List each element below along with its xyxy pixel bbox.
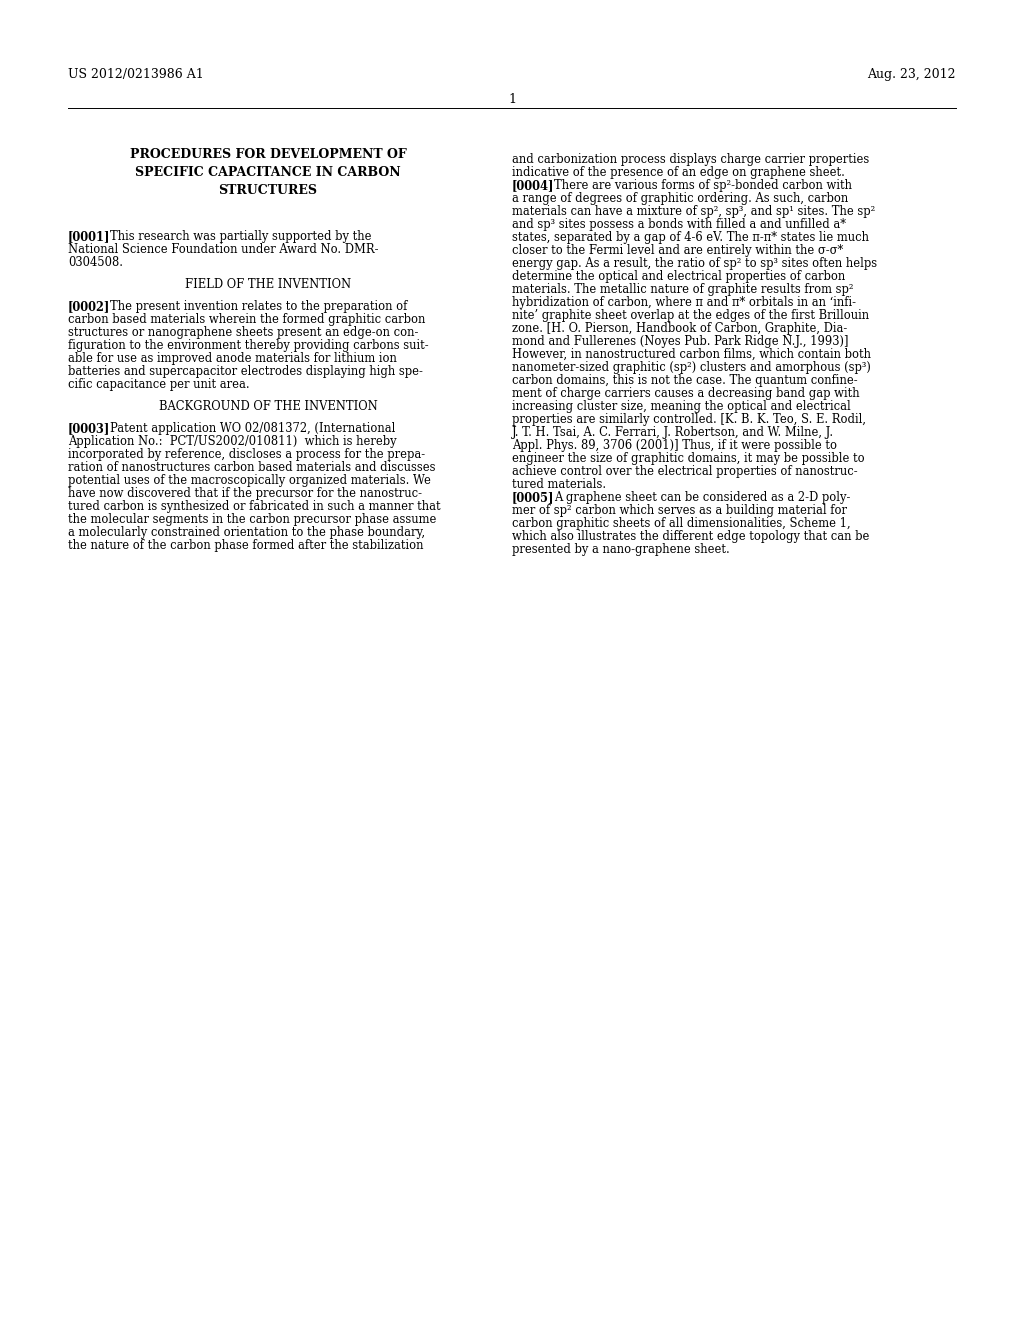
Text: materials can have a mixture of sp², sp³, and sp¹ sites. The sp²: materials can have a mixture of sp², sp³… (512, 205, 876, 218)
Text: nite’ graphite sheet overlap at the edges of the first Brillouin: nite’ graphite sheet overlap at the edge… (512, 309, 869, 322)
Text: carbon graphitic sheets of all dimensionalities, Scheme 1,: carbon graphitic sheets of all dimension… (512, 517, 851, 531)
Text: ration of nanostructures carbon based materials and discusses: ration of nanostructures carbon based ma… (68, 462, 435, 474)
Text: However, in nanostructured carbon films, which contain both: However, in nanostructured carbon films,… (512, 348, 871, 360)
Text: [0002]: [0002] (68, 300, 111, 313)
Text: A graphene sheet can be considered as a 2-D poly-: A graphene sheet can be considered as a … (554, 491, 850, 504)
Text: which also illustrates the different edge topology that can be: which also illustrates the different edg… (512, 531, 869, 543)
Text: potential uses of the macroscopically organized materials. We: potential uses of the macroscopically or… (68, 474, 431, 487)
Text: tured carbon is synthesized or fabricated in such a manner that: tured carbon is synthesized or fabricate… (68, 500, 440, 513)
Text: There are various forms of sp²-bonded carbon with: There are various forms of sp²-bonded ca… (554, 180, 852, 191)
Text: 0304508.: 0304508. (68, 256, 123, 269)
Text: [0001]: [0001] (68, 230, 111, 243)
Text: a range of degrees of graphitic ordering. As such, carbon: a range of degrees of graphitic ordering… (512, 191, 848, 205)
Text: the nature of the carbon phase formed after the stabilization: the nature of the carbon phase formed af… (68, 540, 424, 552)
Text: The present invention relates to the preparation of: The present invention relates to the pre… (110, 300, 408, 313)
Text: and sp³ sites possess a bonds with filled a and unfilled a*: and sp³ sites possess a bonds with fille… (512, 218, 846, 231)
Text: materials. The metallic nature of graphite results from sp²: materials. The metallic nature of graphi… (512, 282, 853, 296)
Text: J. T. H. Tsai, A. C. Ferrari, J. Robertson, and W. Milne, J.: J. T. H. Tsai, A. C. Ferrari, J. Roberts… (512, 426, 835, 440)
Text: presented by a nano-graphene sheet.: presented by a nano-graphene sheet. (512, 543, 730, 556)
Text: properties are similarly controlled. [K. B. K. Teo, S. E. Rodil,: properties are similarly controlled. [K.… (512, 413, 866, 426)
Text: closer to the Fermi level and are entirely within the σ-σ*: closer to the Fermi level and are entire… (512, 244, 843, 257)
Text: figuration to the environment thereby providing carbons suit-: figuration to the environment thereby pr… (68, 339, 429, 352)
Text: Patent application WO 02/081372, (International: Patent application WO 02/081372, (Intern… (110, 422, 395, 436)
Text: structures or nanographene sheets present an edge-on con-: structures or nanographene sheets presen… (68, 326, 419, 339)
Text: BACKGROUND OF THE INVENTION: BACKGROUND OF THE INVENTION (159, 400, 378, 413)
Text: STRUCTURES: STRUCTURES (218, 183, 317, 197)
Text: carbon domains, this is not the case. The quantum confine-: carbon domains, this is not the case. Th… (512, 374, 858, 387)
Text: Aug. 23, 2012: Aug. 23, 2012 (867, 69, 956, 81)
Text: the molecular segments in the carbon precursor phase assume: the molecular segments in the carbon pre… (68, 513, 436, 527)
Text: Appl. Phys. 89, 3706 (2001)] Thus, if it were possible to: Appl. Phys. 89, 3706 (2001)] Thus, if it… (512, 440, 837, 451)
Text: have now discovered that if the precursor for the nanostruc-: have now discovered that if the precurso… (68, 487, 422, 500)
Text: tured materials.: tured materials. (512, 478, 606, 491)
Text: This research was partially supported by the: This research was partially supported by… (110, 230, 372, 243)
Text: US 2012/0213986 A1: US 2012/0213986 A1 (68, 69, 204, 81)
Text: incorporated by reference, discloses a process for the prepa-: incorporated by reference, discloses a p… (68, 449, 425, 462)
Text: 1: 1 (508, 92, 516, 106)
Text: states, separated by a gap of 4-6 eV. The π-π* states lie much: states, separated by a gap of 4-6 eV. Th… (512, 231, 869, 244)
Text: a molecularly constrained orientation to the phase boundary,: a molecularly constrained orientation to… (68, 527, 425, 540)
Text: able for use as improved anode materials for lithium ion: able for use as improved anode materials… (68, 352, 397, 366)
Text: Application No.:  PCT/US2002/010811)  which is hereby: Application No.: PCT/US2002/010811) whic… (68, 436, 396, 449)
Text: and carbonization process displays charge carrier properties: and carbonization process displays charg… (512, 153, 869, 166)
Text: National Science Foundation under Award No. DMR-: National Science Foundation under Award … (68, 243, 379, 256)
Text: PROCEDURES FOR DEVELOPMENT OF: PROCEDURES FOR DEVELOPMENT OF (130, 148, 407, 161)
Text: mond and Fullerenes (Noyes Pub. Park Ridge N.J., 1993)]: mond and Fullerenes (Noyes Pub. Park Rid… (512, 335, 849, 348)
Text: nanometer-sized graphitic (sp²) clusters and amorphous (sp³): nanometer-sized graphitic (sp²) clusters… (512, 360, 870, 374)
Text: [0004]: [0004] (512, 180, 555, 191)
Text: hybridization of carbon, where π and π* orbitals in an ‘infi-: hybridization of carbon, where π and π* … (512, 296, 856, 309)
Text: ment of charge carriers causes a decreasing band gap with: ment of charge carriers causes a decreas… (512, 387, 859, 400)
Text: carbon based materials wherein the formed graphitic carbon: carbon based materials wherein the forme… (68, 313, 425, 326)
Text: energy gap. As a result, the ratio of sp² to sp³ sites often helps: energy gap. As a result, the ratio of sp… (512, 257, 878, 271)
Text: cific capacitance per unit area.: cific capacitance per unit area. (68, 379, 250, 391)
Text: zone. [H. O. Pierson, Handbook of Carbon, Graphite, Dia-: zone. [H. O. Pierson, Handbook of Carbon… (512, 322, 847, 335)
Text: indicative of the presence of an edge on graphene sheet.: indicative of the presence of an edge on… (512, 166, 845, 180)
Text: engineer the size of graphitic domains, it may be possible to: engineer the size of graphitic domains, … (512, 451, 864, 465)
Text: achieve control over the electrical properties of nanostruc-: achieve control over the electrical prop… (512, 465, 858, 478)
Text: determine the optical and electrical properties of carbon: determine the optical and electrical pro… (512, 271, 845, 282)
Text: FIELD OF THE INVENTION: FIELD OF THE INVENTION (185, 279, 351, 292)
Text: [0003]: [0003] (68, 422, 111, 436)
Text: mer of sp² carbon which serves as a building material for: mer of sp² carbon which serves as a buil… (512, 504, 847, 517)
Text: [0005]: [0005] (512, 491, 555, 504)
Text: batteries and supercapacitor electrodes displaying high spe-: batteries and supercapacitor electrodes … (68, 366, 423, 379)
Text: SPECIFIC CAPACITANCE IN CARBON: SPECIFIC CAPACITANCE IN CARBON (135, 166, 400, 180)
Text: increasing cluster size, meaning the optical and electrical: increasing cluster size, meaning the opt… (512, 400, 851, 413)
